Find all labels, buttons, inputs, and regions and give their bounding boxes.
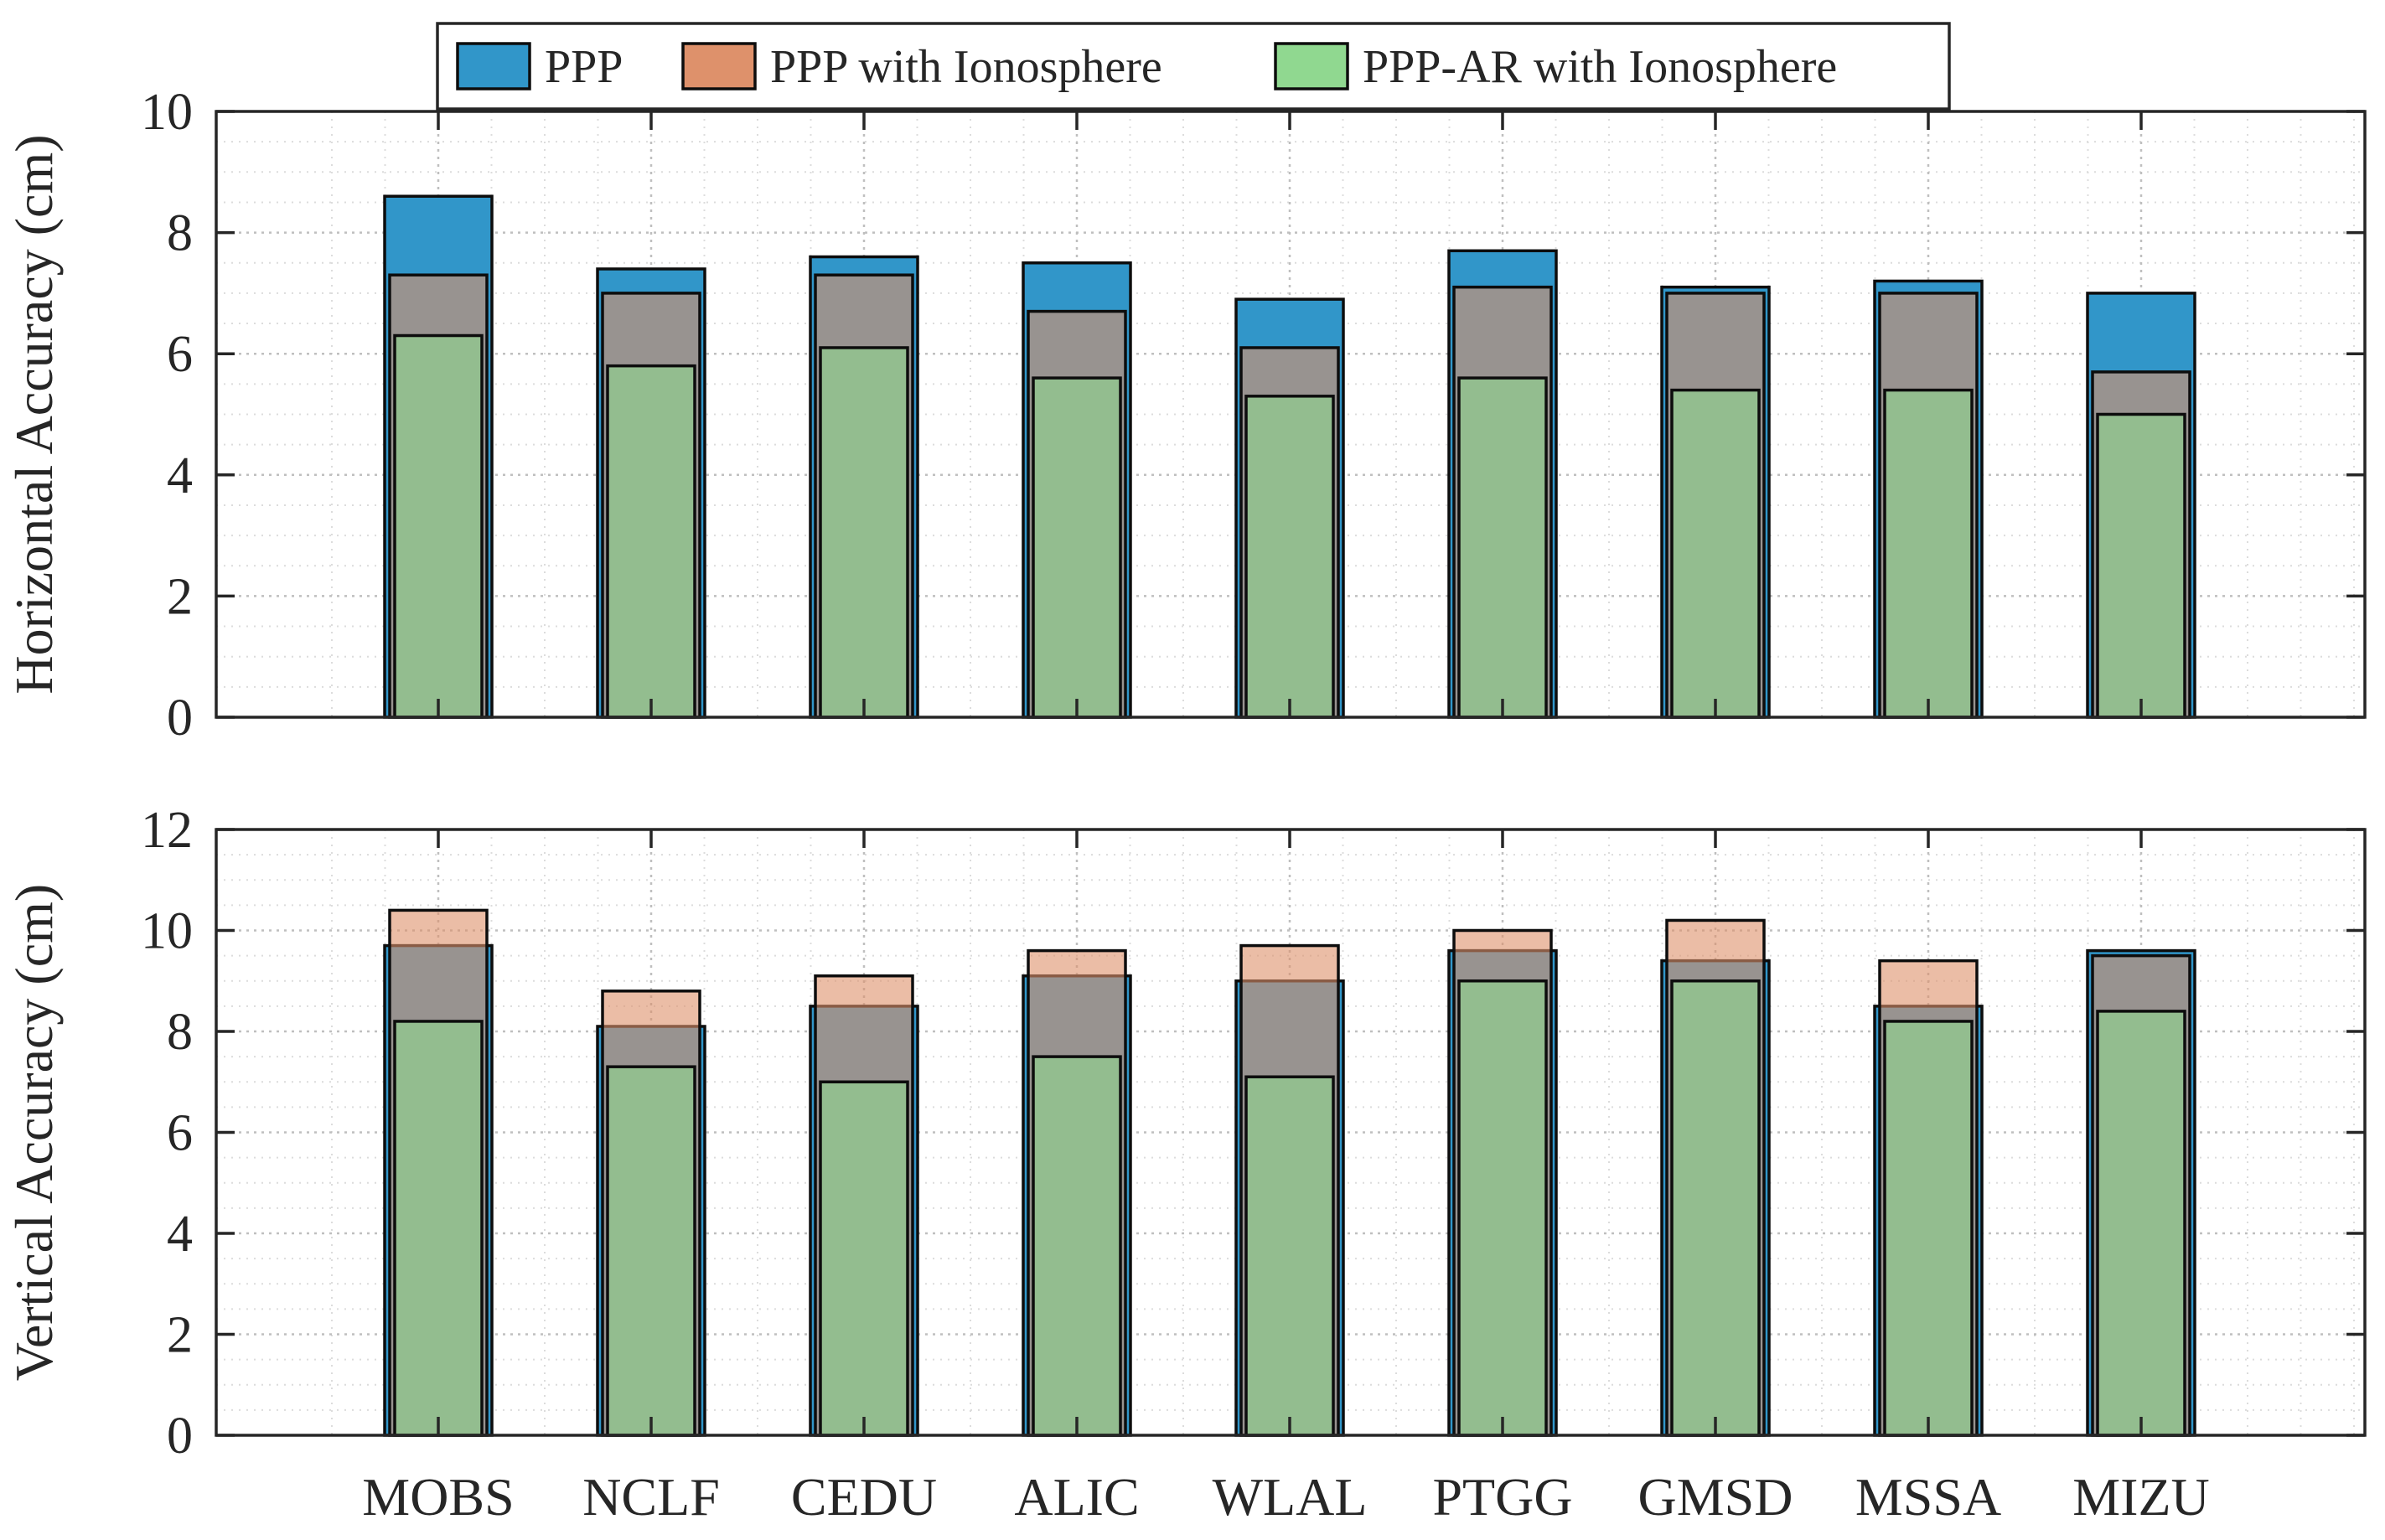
x-tick-label-mizu: MIZU [2072,1467,2210,1527]
horizontal-bar-ppp-ar-iono-nclf [606,364,696,719]
vertical-bar-ppp-ar-iono-wlal [1244,1075,1335,1437]
legend-swatch-ppp-ar-iono [1274,42,1349,90]
horizontal-bar-ppp-ar-iono-mssa [1883,388,1974,719]
x-tick-label-cedu: CEDU [791,1467,937,1527]
horizontal-bar-ppp-ar-iono-mizu [2096,412,2186,719]
vertical-y-tick-label: 4 [167,1206,193,1263]
vertical-bar-ppp-ar-iono-mobs [393,1020,484,1437]
legend-label-ppp-iono: PPP with Ionosphere [770,41,1162,93]
horizontal-ticks [216,110,2365,719]
vertical-y-tick-label: 10 [141,903,193,960]
vertical-y-axis-title: Vertical Accuracy (cm) [4,884,64,1381]
horizontal-y-tick-label: 2 [167,568,193,625]
horizontal-y-axis-title: Horizontal Accuracy (cm) [4,134,64,694]
horizontal-accuracy-panel: 0 2 4 6 8 10 Horizontal Accuracy (cm) [4,84,2367,747]
x-tick-label-mobs: MOBS [362,1467,514,1527]
vertical-accuracy-panel: 0 2 4 6 8 10 12 Vertical Accuracy (cm) MOBS NCLF C… [4,802,2367,1527]
horizontal-bar-ppp-ar-iono-gmsd [1670,388,1761,719]
legend-swatch-ppp [456,42,531,90]
horizontal-y-tick-label: 6 [167,326,193,383]
horizontal-y-tick-label: 0 [167,690,193,747]
vertical-ticks [216,828,2365,1437]
horizontal-y-tick-label: 8 [167,205,193,262]
vertical-bar-ppp-ar-iono-alic [1032,1055,1122,1437]
vertical-bars [383,908,2196,1437]
x-tick-label-gmsd: GMSD [1638,1467,1793,1527]
horizontal-y-tick-label: 10 [141,84,193,141]
horizontal-bar-ppp-ar-iono-cedu [819,346,909,719]
horizontal-bar-ppp-ar-iono-wlal [1244,395,1335,719]
horizontal-y-tick-label: 4 [167,447,193,504]
vertical-y-tick-label: 8 [167,1004,193,1061]
x-tick-labels: MOBS NCLF CEDU ALIC WLAL PTGG GMSD MSSA MIZU [362,1467,2209,1527]
legend-swatch-ppp-iono [681,42,757,90]
x-tick-label-nclf: NCLF [582,1467,720,1527]
horizontal-y-tick-labels: 0 2 4 6 8 10 [141,84,193,747]
legend: PPP PPP with Ionosphere PPP-AR with Ionosp… [436,22,1951,111]
horizontal-bar-ppp-ar-iono-ptgg [1457,376,1548,719]
vertical-y-tick-labels: 0 2 4 6 8 10 12 [141,802,193,1465]
vertical-bar-ppp-ar-iono-mizu [2096,1010,2186,1437]
vertical-y-tick-label: 0 [167,1408,193,1465]
x-tick-label-ptgg: PTGG [1432,1467,1572,1527]
legend-label-ppp-ar-iono: PPP-AR with Ionosphere [1363,41,1837,93]
x-tick-label-mssa: MSSA [1855,1467,2001,1527]
horizontal-bar-ppp-ar-iono-alic [1032,376,1122,719]
vertical-bar-ppp-ar-iono-gmsd [1670,979,1761,1437]
horizontal-bars [383,194,2196,719]
vertical-bar-ppp-ar-iono-cedu [819,1080,909,1437]
x-tick-label-wlal: WLAL [1213,1467,1368,1527]
legend-label-ppp: PPP [545,41,623,93]
vertical-y-tick-label: 2 [167,1307,193,1364]
vertical-bar-ppp-ar-iono-mssa [1883,1020,1974,1437]
vertical-bar-ppp-ar-iono-ptgg [1457,979,1548,1437]
vertical-y-tick-label: 6 [167,1105,193,1162]
horizontal-bar-ppp-ar-iono-mobs [393,333,484,719]
x-tick-label-alic: ALIC [1014,1467,1139,1527]
vertical-bar-ppp-ar-iono-nclf [606,1065,696,1437]
vertical-y-tick-label: 12 [141,802,193,859]
